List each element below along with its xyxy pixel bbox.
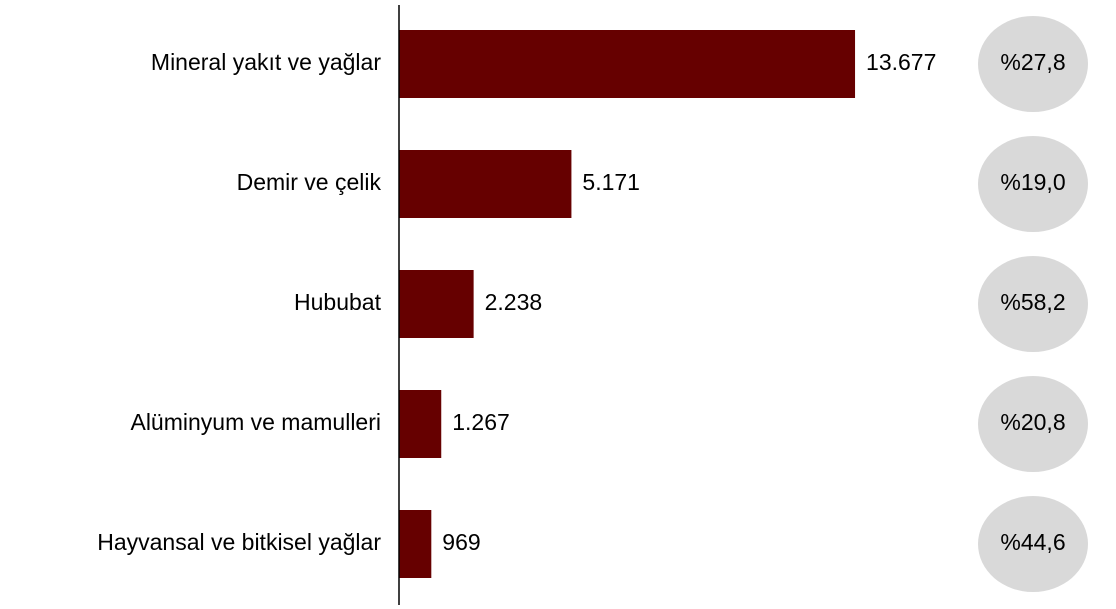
category-label: Alüminyum ve mamulleri [130,409,381,435]
bar [399,30,856,98]
share-label: %20,8 [1000,409,1065,435]
bar [399,150,572,218]
share-label: %27,8 [1000,49,1065,75]
value-label: 2.238 [485,289,543,315]
bar [399,270,474,338]
bar [399,390,442,458]
share-label: %19,0 [1000,169,1065,195]
category-label: Hububat [294,289,382,315]
category-label: Hayvansal ve bitkisel yağlar [97,529,381,555]
share-label: %58,2 [1000,289,1065,315]
share-badge [978,136,1088,232]
value-label: 13.677 [866,49,936,75]
value-label: 5.171 [582,169,640,195]
share-badge [978,376,1088,472]
share-badge [978,256,1088,352]
category-label: Demir ve çelik [237,169,382,195]
share-label: %44,6 [1000,529,1065,555]
share-badge [978,16,1088,112]
category-label: Mineral yakıt ve yağlar [151,49,381,75]
value-label: 969 [442,529,480,555]
value-label: 1.267 [452,409,510,435]
share-badge [978,496,1088,592]
bar [399,510,432,578]
